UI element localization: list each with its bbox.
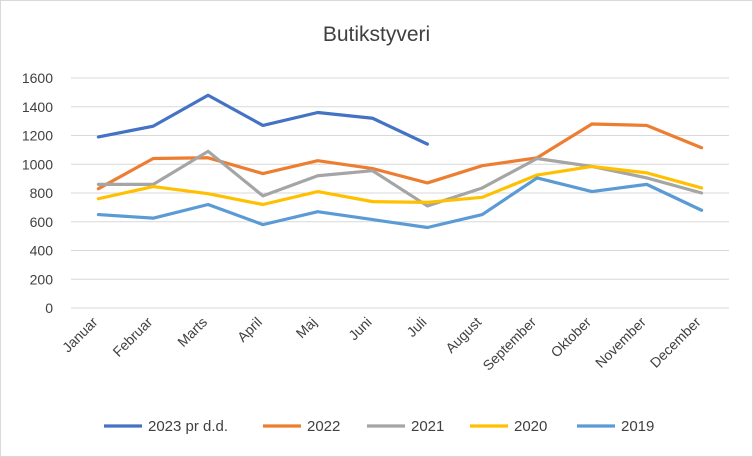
- series-line-4: [96, 176, 704, 230]
- y-tick-label: 1000: [22, 156, 53, 172]
- x-tick-label: November: [592, 314, 649, 371]
- x-tick-label: Juni: [345, 314, 374, 343]
- legend-label: 2021: [411, 418, 444, 435]
- x-tick-label: August: [442, 314, 484, 356]
- legend-label: 2023 pr d.d.: [148, 418, 228, 435]
- legend-label: 2022: [307, 418, 340, 435]
- y-tick-label: 1200: [22, 128, 53, 144]
- series-line-3: [96, 164, 704, 207]
- x-tick-label: Maj: [293, 314, 320, 341]
- series-lines: [96, 93, 704, 230]
- y-axis-tick-labels: 0 200 400 600 800 1000 1200 1400 1600: [22, 70, 53, 316]
- legend-label: 2020: [514, 418, 547, 435]
- y-tick-label: 0: [45, 300, 53, 316]
- x-tick-label: Februar: [109, 314, 155, 360]
- x-tick-label: December: [647, 314, 704, 371]
- series-line-0: [96, 93, 430, 146]
- x-tick-label: Marts: [174, 314, 210, 350]
- gridlines: [71, 77, 729, 309]
- x-tick-label: Januar: [59, 314, 101, 356]
- x-tick-label: April: [234, 314, 265, 345]
- chart-title: Butikstyveri: [322, 23, 431, 46]
- y-tick-label: 1600: [22, 70, 53, 86]
- legend-label: 2019: [621, 418, 654, 435]
- legend: 2023 pr d.d. 2022 2021 2020 2019: [104, 418, 654, 435]
- x-axis-tick-labels: Januar Februar Marts April Maj Juni Juli August…: [59, 314, 704, 374]
- x-tick-label: Juli: [403, 314, 429, 340]
- y-tick-label: 1400: [22, 99, 53, 115]
- y-tick-label: 600: [30, 214, 54, 230]
- y-tick-label: 800: [30, 185, 54, 201]
- series-line-1: [96, 122, 704, 191]
- y-tick-label: 200: [30, 271, 54, 287]
- y-tick-label: 400: [30, 243, 54, 259]
- x-tick-label: Oktober: [548, 314, 595, 361]
- x-tick-label: September: [479, 314, 539, 374]
